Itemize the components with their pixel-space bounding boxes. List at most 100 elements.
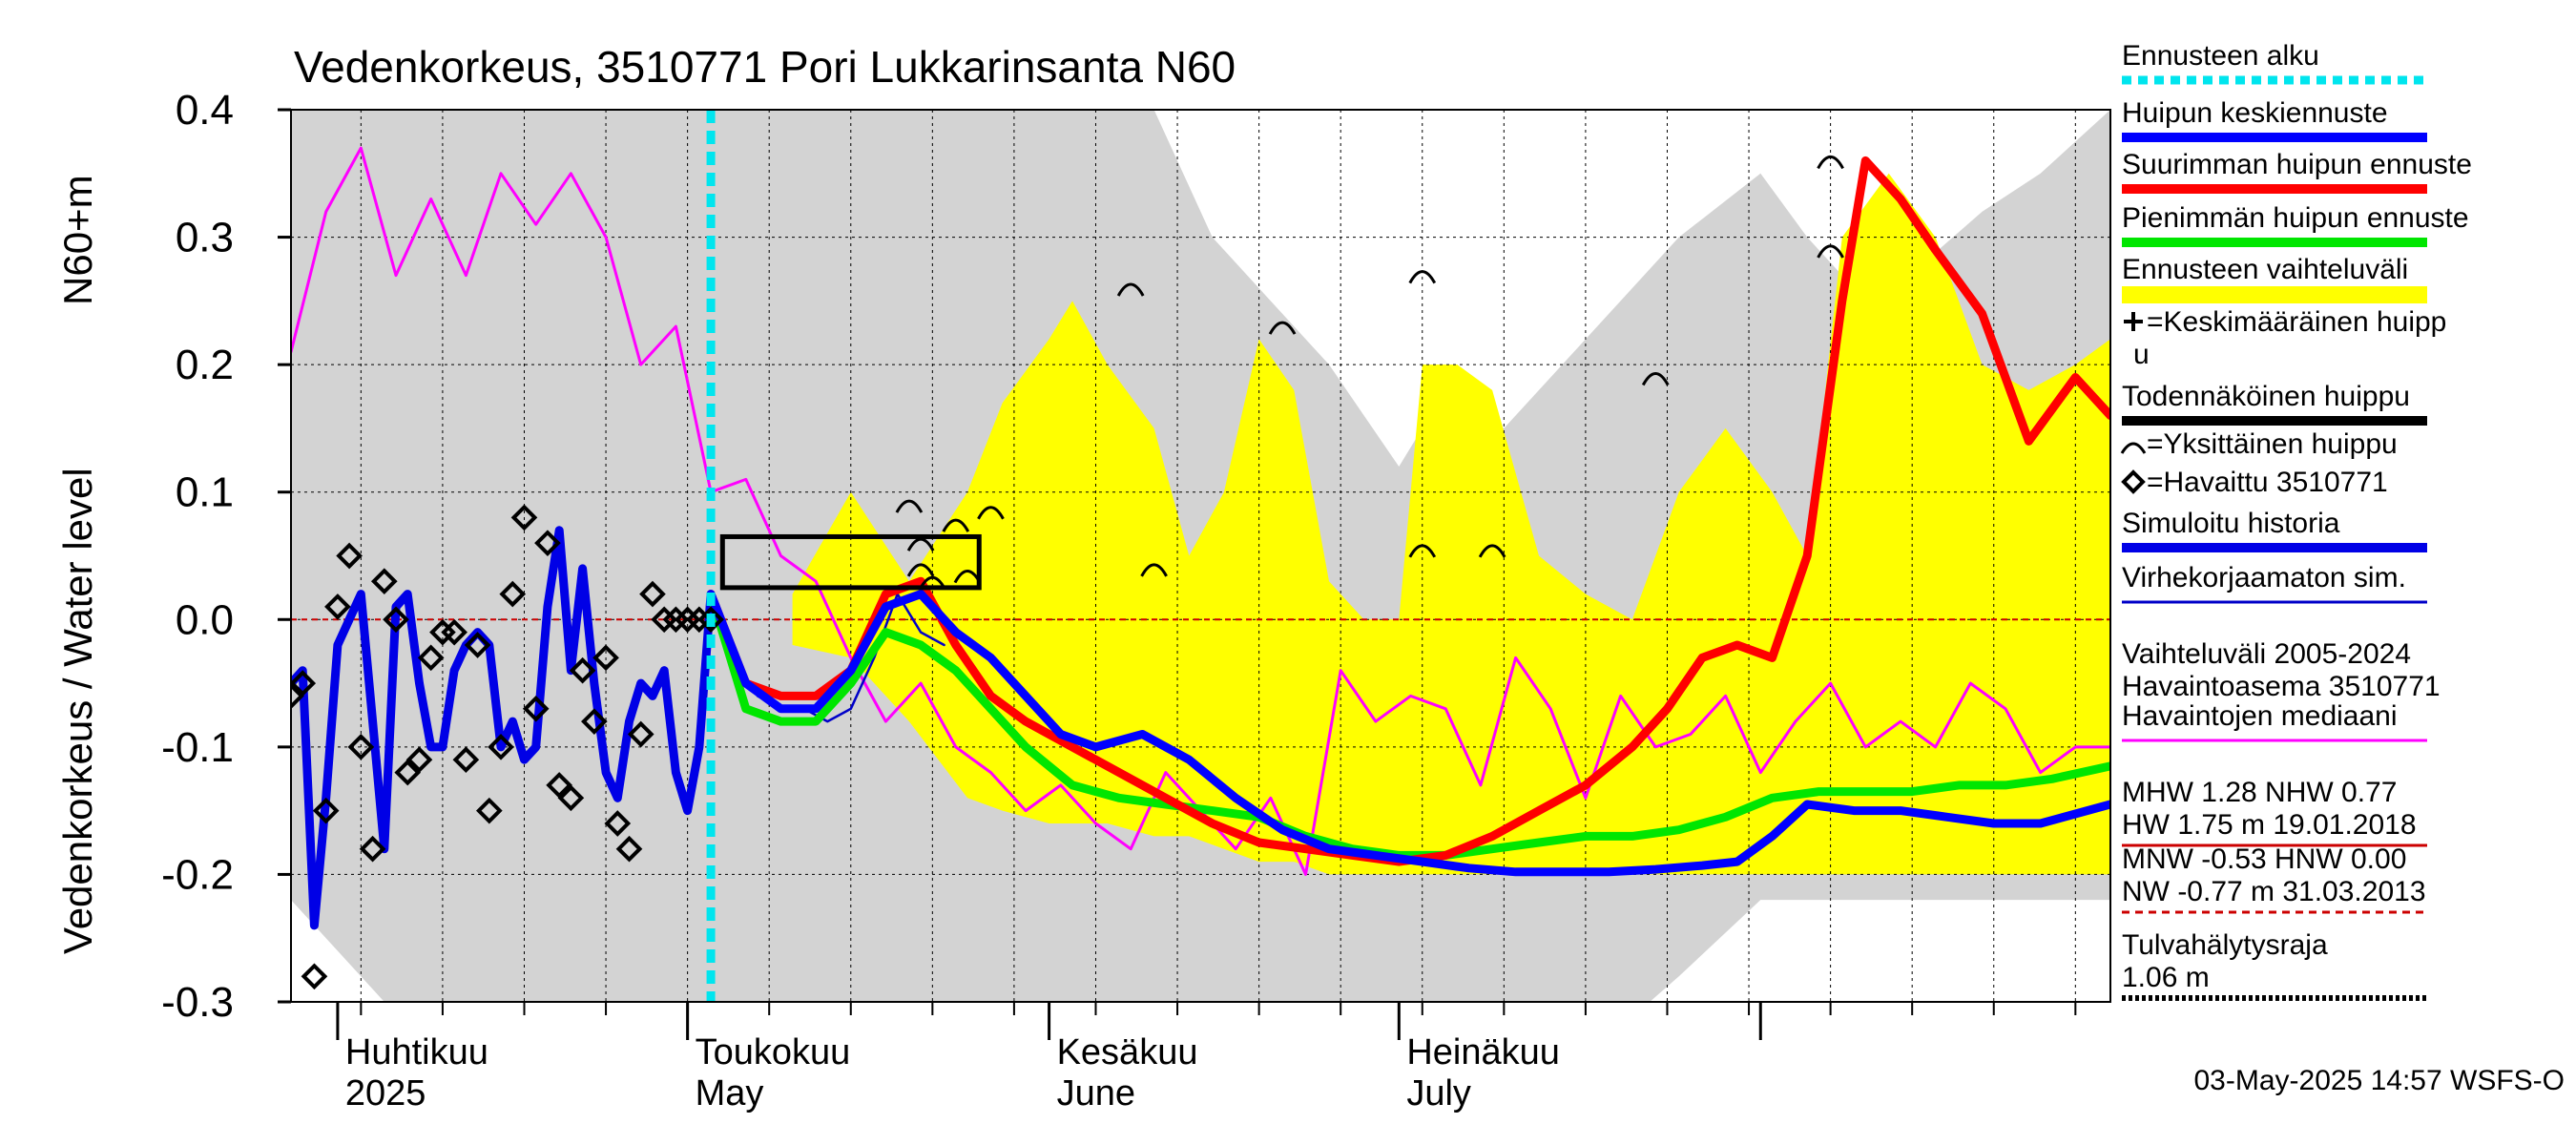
x-month-label-3: Heinäkuu xyxy=(1406,1032,1560,1072)
observed-point-5 xyxy=(336,542,363,570)
observed-point-24 xyxy=(557,784,585,812)
peak-arc-5 xyxy=(953,570,982,584)
observed-point-30 xyxy=(627,720,654,748)
observed-point-4 xyxy=(324,593,351,620)
legend-label-line2-15: 1.06 m xyxy=(2122,962,2210,993)
observed-point-26 xyxy=(581,708,608,735)
observed-point-0 xyxy=(291,682,304,710)
legend-label-line2-14: NW -0.77 m 31.03.2013 xyxy=(2122,876,2426,907)
legend-label-7: =Yksittäinen huippu xyxy=(2147,428,2398,460)
observed-point-2 xyxy=(301,963,328,990)
individual-peak-markers xyxy=(895,155,1844,590)
legend-symbol-7 xyxy=(2120,442,2147,454)
x-month-sublabel-0: 2025 xyxy=(345,1073,426,1114)
legend-label-4: Ennusteen vaihteluväli xyxy=(2122,254,2408,285)
legend-label-14: MNW -0.53 HNW 0.00 xyxy=(2122,843,2406,875)
plot-body xyxy=(291,110,2110,1002)
observed-point-11 xyxy=(405,746,433,774)
peak-arc-11 xyxy=(1408,544,1437,558)
legend-label-9: Simuloitu historia xyxy=(2122,508,2340,539)
y-tick-label-7: -0.3 xyxy=(161,979,234,1026)
observed-point-3 xyxy=(312,797,340,824)
legend-label-10: Virhekorjaamaton sim. xyxy=(2122,562,2406,593)
gridlines xyxy=(291,110,2110,1002)
legend-label-6: Todennäköinen huippu xyxy=(2122,381,2410,412)
observed-point-27 xyxy=(592,644,619,672)
legend-label-2: Suurimman huipun ennuste xyxy=(2122,149,2472,180)
legend-label-15: Tulvahälytysraja xyxy=(2122,929,2328,961)
peak-arc-14 xyxy=(1817,155,1844,170)
legend-label-11: Vaihteluväli 2005-2024 xyxy=(2122,638,2411,670)
series-line-5 xyxy=(706,590,2110,877)
peak-arc-15 xyxy=(1817,244,1844,259)
y-tick-label-2: 0.2 xyxy=(176,342,234,388)
legend-label-line2-11: Havaintoasema 3510771 xyxy=(2122,671,2441,702)
observed-point-29 xyxy=(615,835,643,863)
observed-point-9 xyxy=(383,606,409,634)
peak-arc-12 xyxy=(1478,544,1506,558)
observed-point-19 xyxy=(499,580,527,608)
y-tick-label-4: 0.0 xyxy=(176,596,234,643)
observed-point-25 xyxy=(569,656,596,684)
legend-symbol-5 xyxy=(2124,312,2143,331)
legend-label-12: Havaintojen mediaani xyxy=(2122,700,2398,732)
peak-arc-4 xyxy=(942,518,970,532)
observed-point-15 xyxy=(452,746,480,774)
observed-point-1 xyxy=(291,670,317,697)
peak-arc-9 xyxy=(1268,321,1297,335)
x-month-sublabel-3: July xyxy=(1406,1073,1471,1114)
probable-peak-box xyxy=(719,533,982,591)
x-month-label-1: Toukokuu xyxy=(696,1032,851,1072)
legend-label-8: =Havaittu 3510771 xyxy=(2147,467,2388,498)
x-month-sublabel-2: June xyxy=(1057,1073,1135,1114)
legend-label-1: Huipun keskiennuste xyxy=(2122,97,2388,129)
timestamp-footer: 03-May-2025 14:57 WSFS-O xyxy=(2194,1065,2566,1096)
peak-arc-3 xyxy=(919,575,946,590)
observed-point-21 xyxy=(522,695,550,722)
observed-point-10 xyxy=(394,759,422,786)
observed-point-14 xyxy=(441,618,467,646)
y-axis: 0.4 0.3 0.2 0.1 0.0 -0.1 -0.2 -0.3 xyxy=(161,87,291,1026)
peak-arc-10 xyxy=(1408,270,1437,284)
observed-point-36 xyxy=(697,606,724,634)
legend-label-5: =Keskimääräinen huipp xyxy=(2147,306,2446,338)
forecast-range-band xyxy=(792,173,2110,875)
y-tick-label-0: 0.4 xyxy=(176,87,234,134)
x-month-label-2: Kesäkuu xyxy=(1057,1032,1198,1072)
legend-symbol-8 xyxy=(2121,469,2146,494)
legend-label-3: Pienimmän huipun ennuste xyxy=(2122,202,2469,234)
chart-title: Vedenkorkeus, 3510771 Pori Lukkarinsanta… xyxy=(294,42,1236,92)
x-month-label-0: Huhtikuu xyxy=(345,1032,488,1072)
legend-label-0: Ennusteen alku xyxy=(2122,40,2319,72)
legend-label-13: MHW 1.28 NHW 0.77 xyxy=(2122,777,2397,808)
observed-point-28 xyxy=(604,810,632,837)
observed-point-16 xyxy=(464,632,491,658)
observed-point-12 xyxy=(417,644,445,672)
observed-point-31 xyxy=(639,580,666,608)
peak-arc-8 xyxy=(1140,563,1168,577)
observed-point-22 xyxy=(534,530,561,556)
y-tick-label-1: 0.3 xyxy=(176,215,234,261)
peak-arc-7 xyxy=(1116,282,1145,297)
y-tick-label-5: -0.1 xyxy=(161,724,234,771)
plot-frame xyxy=(290,109,2111,1003)
y-tick-label-6: -0.2 xyxy=(161,851,234,898)
peak-arc-6 xyxy=(977,506,1005,520)
y-tick-label-3: 0.1 xyxy=(176,469,234,516)
observed-point-23 xyxy=(546,772,572,799)
observed-point-18 xyxy=(488,734,514,760)
series-line-1 xyxy=(291,526,716,930)
legend-swatch-4 xyxy=(2122,286,2427,303)
observed-markers xyxy=(291,504,724,990)
observed-point-17 xyxy=(475,797,503,824)
y-axis-unit-label: N60+m xyxy=(55,175,100,305)
legend-label-line2-5: u xyxy=(2133,339,2150,370)
observed-point-7 xyxy=(359,835,386,863)
peak-arc-0 xyxy=(895,499,924,513)
observed-point-20 xyxy=(510,504,538,531)
legend-label-line2-13: HW 1.75 m 19.01.2018 xyxy=(2122,809,2417,841)
plot-area xyxy=(290,109,2111,1003)
peak-arc-1 xyxy=(906,537,935,552)
